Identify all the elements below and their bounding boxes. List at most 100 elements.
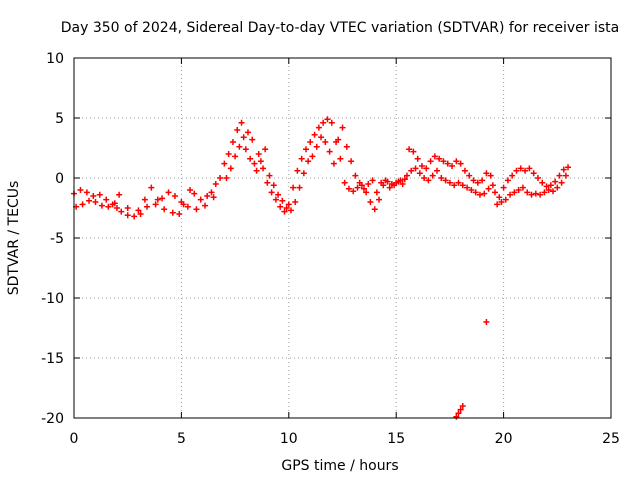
data-point [260,165,267,172]
data-point [210,194,217,201]
data-point [161,206,168,213]
series-trace-b [73,124,406,214]
data-point [492,189,499,196]
chart-title: Day 350 of 2024, Sidereal Day-to-day VTE… [61,20,619,36]
data-point [328,119,335,126]
data-point [311,131,318,138]
data-point [455,179,462,186]
data-point [154,196,161,203]
data-point [479,177,486,184]
data-point [365,181,372,187]
y-tick-label: -20 [41,411,64,427]
data-point [204,193,211,199]
data-point [86,197,93,204]
data-point [513,167,520,174]
y-tick-label: -5 [50,231,64,247]
data-point [552,178,559,185]
data-point [348,158,355,165]
data-point [461,167,468,174]
data-point [500,184,507,191]
data-point [339,124,346,131]
data-point [272,196,279,203]
data-point [247,155,254,162]
data-point [423,165,430,172]
data-point [92,199,99,205]
series-trace-a [71,116,408,220]
data-point [221,160,228,167]
data-point [281,208,288,215]
data-point [412,165,419,172]
data-point [137,211,144,217]
data-point [116,191,123,198]
data-point [427,158,434,165]
data-point [459,403,466,409]
data-point [425,177,432,184]
gridlines [74,58,611,418]
data-point [416,170,423,177]
data-point [468,187,475,193]
data-point [481,190,488,197]
series-trace-c [406,146,572,201]
data-point [550,188,557,195]
x-tick-label: 25 [602,431,620,447]
data-point [90,193,97,199]
data-point [197,196,204,203]
data-point [287,207,294,214]
data-point [487,172,494,179]
data-point [360,185,367,192]
data-point [395,178,402,185]
data-point [515,187,522,193]
data-point [343,143,350,150]
y-axis-label: SDTVAR / TECUs [6,181,22,296]
data-point [236,143,243,150]
data-point [399,181,406,187]
data-point [290,184,297,191]
data-point [98,202,105,209]
data-point [124,212,131,219]
data-point [464,184,471,191]
data-point [483,170,490,177]
data-point [560,166,567,173]
data-point [240,134,247,141]
data-point [524,189,531,196]
data-point [440,158,447,165]
x-tick-label: 20 [495,431,513,447]
data-point [449,163,456,169]
data-point [356,179,363,186]
data-point [391,182,398,189]
data-point [504,177,511,184]
data-point [264,179,271,186]
data-point [565,164,572,171]
data-point [103,196,110,203]
data-point [242,146,249,153]
data-point [212,181,219,187]
series-outliers [453,319,490,420]
data-point [539,179,546,186]
data-point [208,189,215,196]
data-point [496,194,503,201]
data-point [141,196,148,203]
data-point [498,199,505,205]
data-point [519,184,526,191]
data-point [528,191,535,198]
data-point [530,170,537,177]
data-point [470,177,477,184]
data-point [410,148,417,155]
data-point [169,209,176,216]
data-point [309,153,316,160]
data-point [474,179,481,186]
data-point [313,143,320,150]
data-point [446,179,453,186]
data-point [367,199,374,205]
data-point [305,158,312,165]
data-point [354,184,361,191]
data-point [191,190,198,197]
data-point [453,158,460,165]
data-point [335,136,342,143]
x-axis-ticks: 0 5 10 15 20 25 [70,58,620,447]
data-point [451,182,458,189]
data-point [326,148,333,155]
data-point [534,175,541,181]
data-point [455,410,462,417]
